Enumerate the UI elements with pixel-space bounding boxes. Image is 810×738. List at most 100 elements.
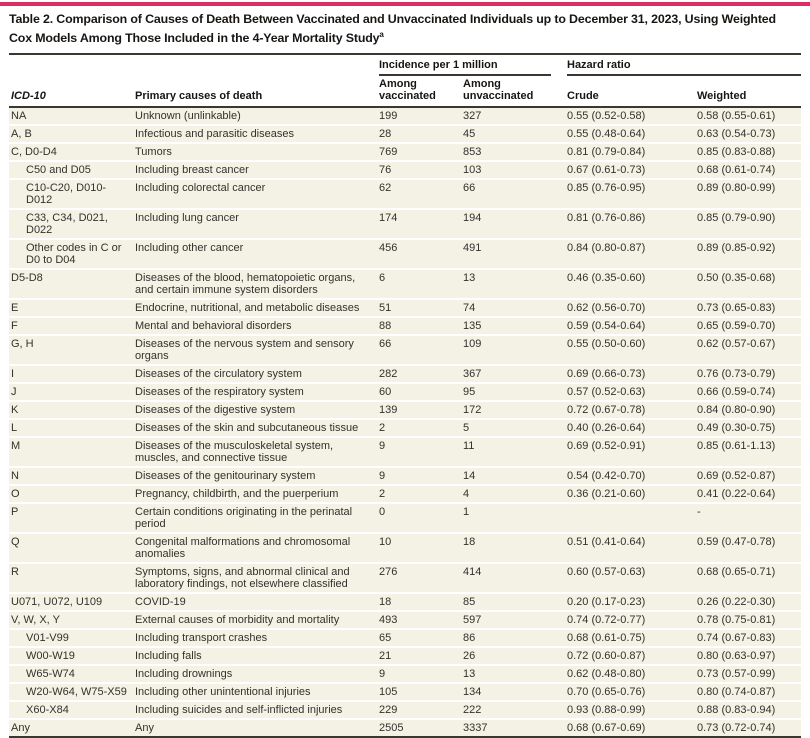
- vaccinated-incidence-cell: 2: [379, 419, 463, 439]
- table-body: NA Unknown (unlinkable) 199 327 0.55 (0.52-0…: [9, 107, 802, 738]
- weighted-hazard-ratio-cell: 0.85 (0.83-0.88): [697, 143, 802, 163]
- icd-code-cell: M: [9, 437, 135, 469]
- table-row: K Diseases of the digestive system 139 172 0…: [9, 401, 802, 421]
- table-title-text: Table 2. Comparison of Causes of Death B…: [9, 12, 776, 46]
- cause-of-death-cell: Endocrine, nutritional, and metabolic di…: [135, 299, 379, 319]
- icd-code-cell: V01-V99: [9, 629, 135, 649]
- vaccinated-incidence-cell: 276: [379, 563, 463, 595]
- col-header-among-unvaccinated: Among unvaccinated: [463, 76, 567, 109]
- crude-hazard-ratio-cell: 0.54 (0.42-0.70): [567, 467, 697, 487]
- crude-hazard-ratio-cell: 0.55 (0.52-0.58): [567, 107, 697, 127]
- icd-code-cell: J: [9, 383, 135, 403]
- table-row: N Diseases of the genitourinary system 9 14…: [9, 467, 802, 487]
- vaccinated-incidence-cell: 65: [379, 629, 463, 649]
- vaccinated-incidence-cell: 769: [379, 143, 463, 163]
- weighted-hazard-ratio-cell: 0.65 (0.59-0.70): [697, 317, 802, 337]
- cause-of-death-cell: Diseases of the nervous system and senso…: [135, 335, 379, 367]
- icd-code-cell: W20-W64, W75-X59: [9, 683, 135, 703]
- table-row: NA Unknown (unlinkable) 199 327 0.55 (0.52-0…: [9, 107, 802, 127]
- vaccinated-incidence-cell: 62: [379, 179, 463, 211]
- icd-code-cell: W00-W19: [9, 647, 135, 667]
- icd-code-cell: C50 and D05: [9, 161, 135, 181]
- mortality-comparison-table: Incidence per 1 million Hazard ratio ICD…: [9, 53, 802, 738]
- unvaccinated-incidence-cell: 86: [463, 629, 567, 649]
- weighted-hazard-ratio-cell: 0.80 (0.63-0.97): [697, 647, 802, 667]
- vaccinated-incidence-cell: 60: [379, 383, 463, 403]
- crude-hazard-ratio-cell: 0.70 (0.65-0.76): [567, 683, 697, 703]
- column-group-incidence-label: Incidence per 1 million: [379, 59, 551, 77]
- weighted-hazard-ratio-cell: 0.73 (0.57-0.99): [697, 665, 802, 685]
- weighted-hazard-ratio-cell: 0.85 (0.79-0.90): [697, 209, 802, 241]
- title-footnote-marker: a: [379, 30, 384, 39]
- table-row: V01-V99 Including transport crashes 65 86 0.…: [9, 629, 802, 649]
- weighted-hazard-ratio-cell: 0.73 (0.65-0.83): [697, 299, 802, 319]
- col-header-primary-causes: Primary causes of death: [135, 76, 379, 109]
- crude-hazard-ratio-cell: 0.72 (0.67-0.78): [567, 401, 697, 421]
- weighted-hazard-ratio-cell: 0.63 (0.54-0.73): [697, 125, 802, 145]
- icd-code-cell: C33, C34, D021, D022: [9, 209, 135, 241]
- crude-hazard-ratio-cell: 0.81 (0.79-0.84): [567, 143, 697, 163]
- table-row: L Diseases of the skin and subcutaneous t…: [9, 419, 802, 439]
- vaccinated-incidence-cell: 28: [379, 125, 463, 145]
- weighted-hazard-ratio-cell: 0.68 (0.61-0.74): [697, 161, 802, 181]
- unvaccinated-incidence-cell: 135: [463, 317, 567, 337]
- column-group-hazard-ratio: Hazard ratio: [567, 54, 802, 77]
- icd-code-cell: Other codes in C or D0 to D04: [9, 239, 135, 271]
- unvaccinated-incidence-cell: 172: [463, 401, 567, 421]
- table-row: J Diseases of the respiratory system 60 95 0…: [9, 383, 802, 403]
- crude-hazard-ratio-cell: 0.81 (0.76-0.86): [567, 209, 697, 241]
- unvaccinated-incidence-cell: 5: [463, 419, 567, 439]
- table-row: Q Congenital malformations and chromosoma…: [9, 533, 802, 565]
- icd-code-cell: L: [9, 419, 135, 439]
- icd-code-cell: NA: [9, 107, 135, 127]
- vaccinated-incidence-cell: 139: [379, 401, 463, 421]
- unvaccinated-incidence-cell: 597: [463, 611, 567, 631]
- unvaccinated-incidence-cell: 222: [463, 701, 567, 721]
- column-header-row: ICD-10 Primary causes of death Among vac…: [9, 76, 802, 109]
- crude-hazard-ratio-cell: 0.62 (0.56-0.70): [567, 299, 697, 319]
- unvaccinated-incidence-cell: 45: [463, 125, 567, 145]
- unvaccinated-incidence-cell: 18: [463, 533, 567, 565]
- crude-hazard-ratio-cell: 0.67 (0.61-0.73): [567, 161, 697, 181]
- vaccinated-incidence-cell: 229: [379, 701, 463, 721]
- weighted-hazard-ratio-cell: 0.85 (0.61-1.13): [697, 437, 802, 469]
- weighted-hazard-ratio-cell: 0.49 (0.30-0.75): [697, 419, 802, 439]
- table-row: C33, C34, D021, D022 Including lung cance…: [9, 209, 802, 241]
- accent-rule: [0, 2, 810, 6]
- unvaccinated-incidence-cell: 74: [463, 299, 567, 319]
- crude-hazard-ratio-cell: [567, 503, 697, 535]
- col-header-crude: Crude: [567, 76, 697, 109]
- icd-code-cell: C, D0-D4: [9, 143, 135, 163]
- table-row: F Mental and behavioral disorders 88 135 0.5…: [9, 317, 802, 337]
- unvaccinated-incidence-cell: 13: [463, 269, 567, 301]
- crude-hazard-ratio-cell: 0.69 (0.52-0.91): [567, 437, 697, 469]
- crude-hazard-ratio-cell: 0.74 (0.72-0.77): [567, 611, 697, 631]
- table-row: P Certain conditions originating in the p…: [9, 503, 802, 535]
- icd-code-cell: U071, U072, U109: [9, 593, 135, 613]
- crude-hazard-ratio-cell: 0.68 (0.61-0.75): [567, 629, 697, 649]
- cause-of-death-cell: Including falls: [135, 647, 379, 667]
- unvaccinated-incidence-cell: 11: [463, 437, 567, 469]
- cause-of-death-cell: Any: [135, 719, 379, 738]
- cause-of-death-cell: Tumors: [135, 143, 379, 163]
- icd-code-cell: X60-X84: [9, 701, 135, 721]
- crude-hazard-ratio-cell: 0.84 (0.80-0.87): [567, 239, 697, 271]
- weighted-hazard-ratio-cell: 0.80 (0.74-0.87): [697, 683, 802, 703]
- unvaccinated-incidence-cell: 1: [463, 503, 567, 535]
- weighted-hazard-ratio-cell: 0.74 (0.67-0.83): [697, 629, 802, 649]
- column-group-spacer: [9, 54, 379, 76]
- column-group-hazard-ratio-label: Hazard ratio: [567, 59, 802, 77]
- weighted-hazard-ratio-cell: -: [697, 503, 802, 535]
- crude-hazard-ratio-cell: 0.51 (0.41-0.64): [567, 533, 697, 565]
- vaccinated-incidence-cell: 9: [379, 437, 463, 469]
- unvaccinated-incidence-cell: 3337: [463, 719, 567, 738]
- cause-of-death-cell: Including colorectal cancer: [135, 179, 379, 211]
- icd-code-cell: E: [9, 299, 135, 319]
- cause-of-death-cell: Diseases of the genitourinary system: [135, 467, 379, 487]
- vaccinated-incidence-cell: 10: [379, 533, 463, 565]
- crude-hazard-ratio-cell: 0.57 (0.52-0.63): [567, 383, 697, 403]
- unvaccinated-incidence-cell: 134: [463, 683, 567, 703]
- column-group-incidence: Incidence per 1 million: [379, 54, 567, 77]
- cause-of-death-cell: Certain conditions originating in the pe…: [135, 503, 379, 535]
- vaccinated-incidence-cell: 282: [379, 365, 463, 385]
